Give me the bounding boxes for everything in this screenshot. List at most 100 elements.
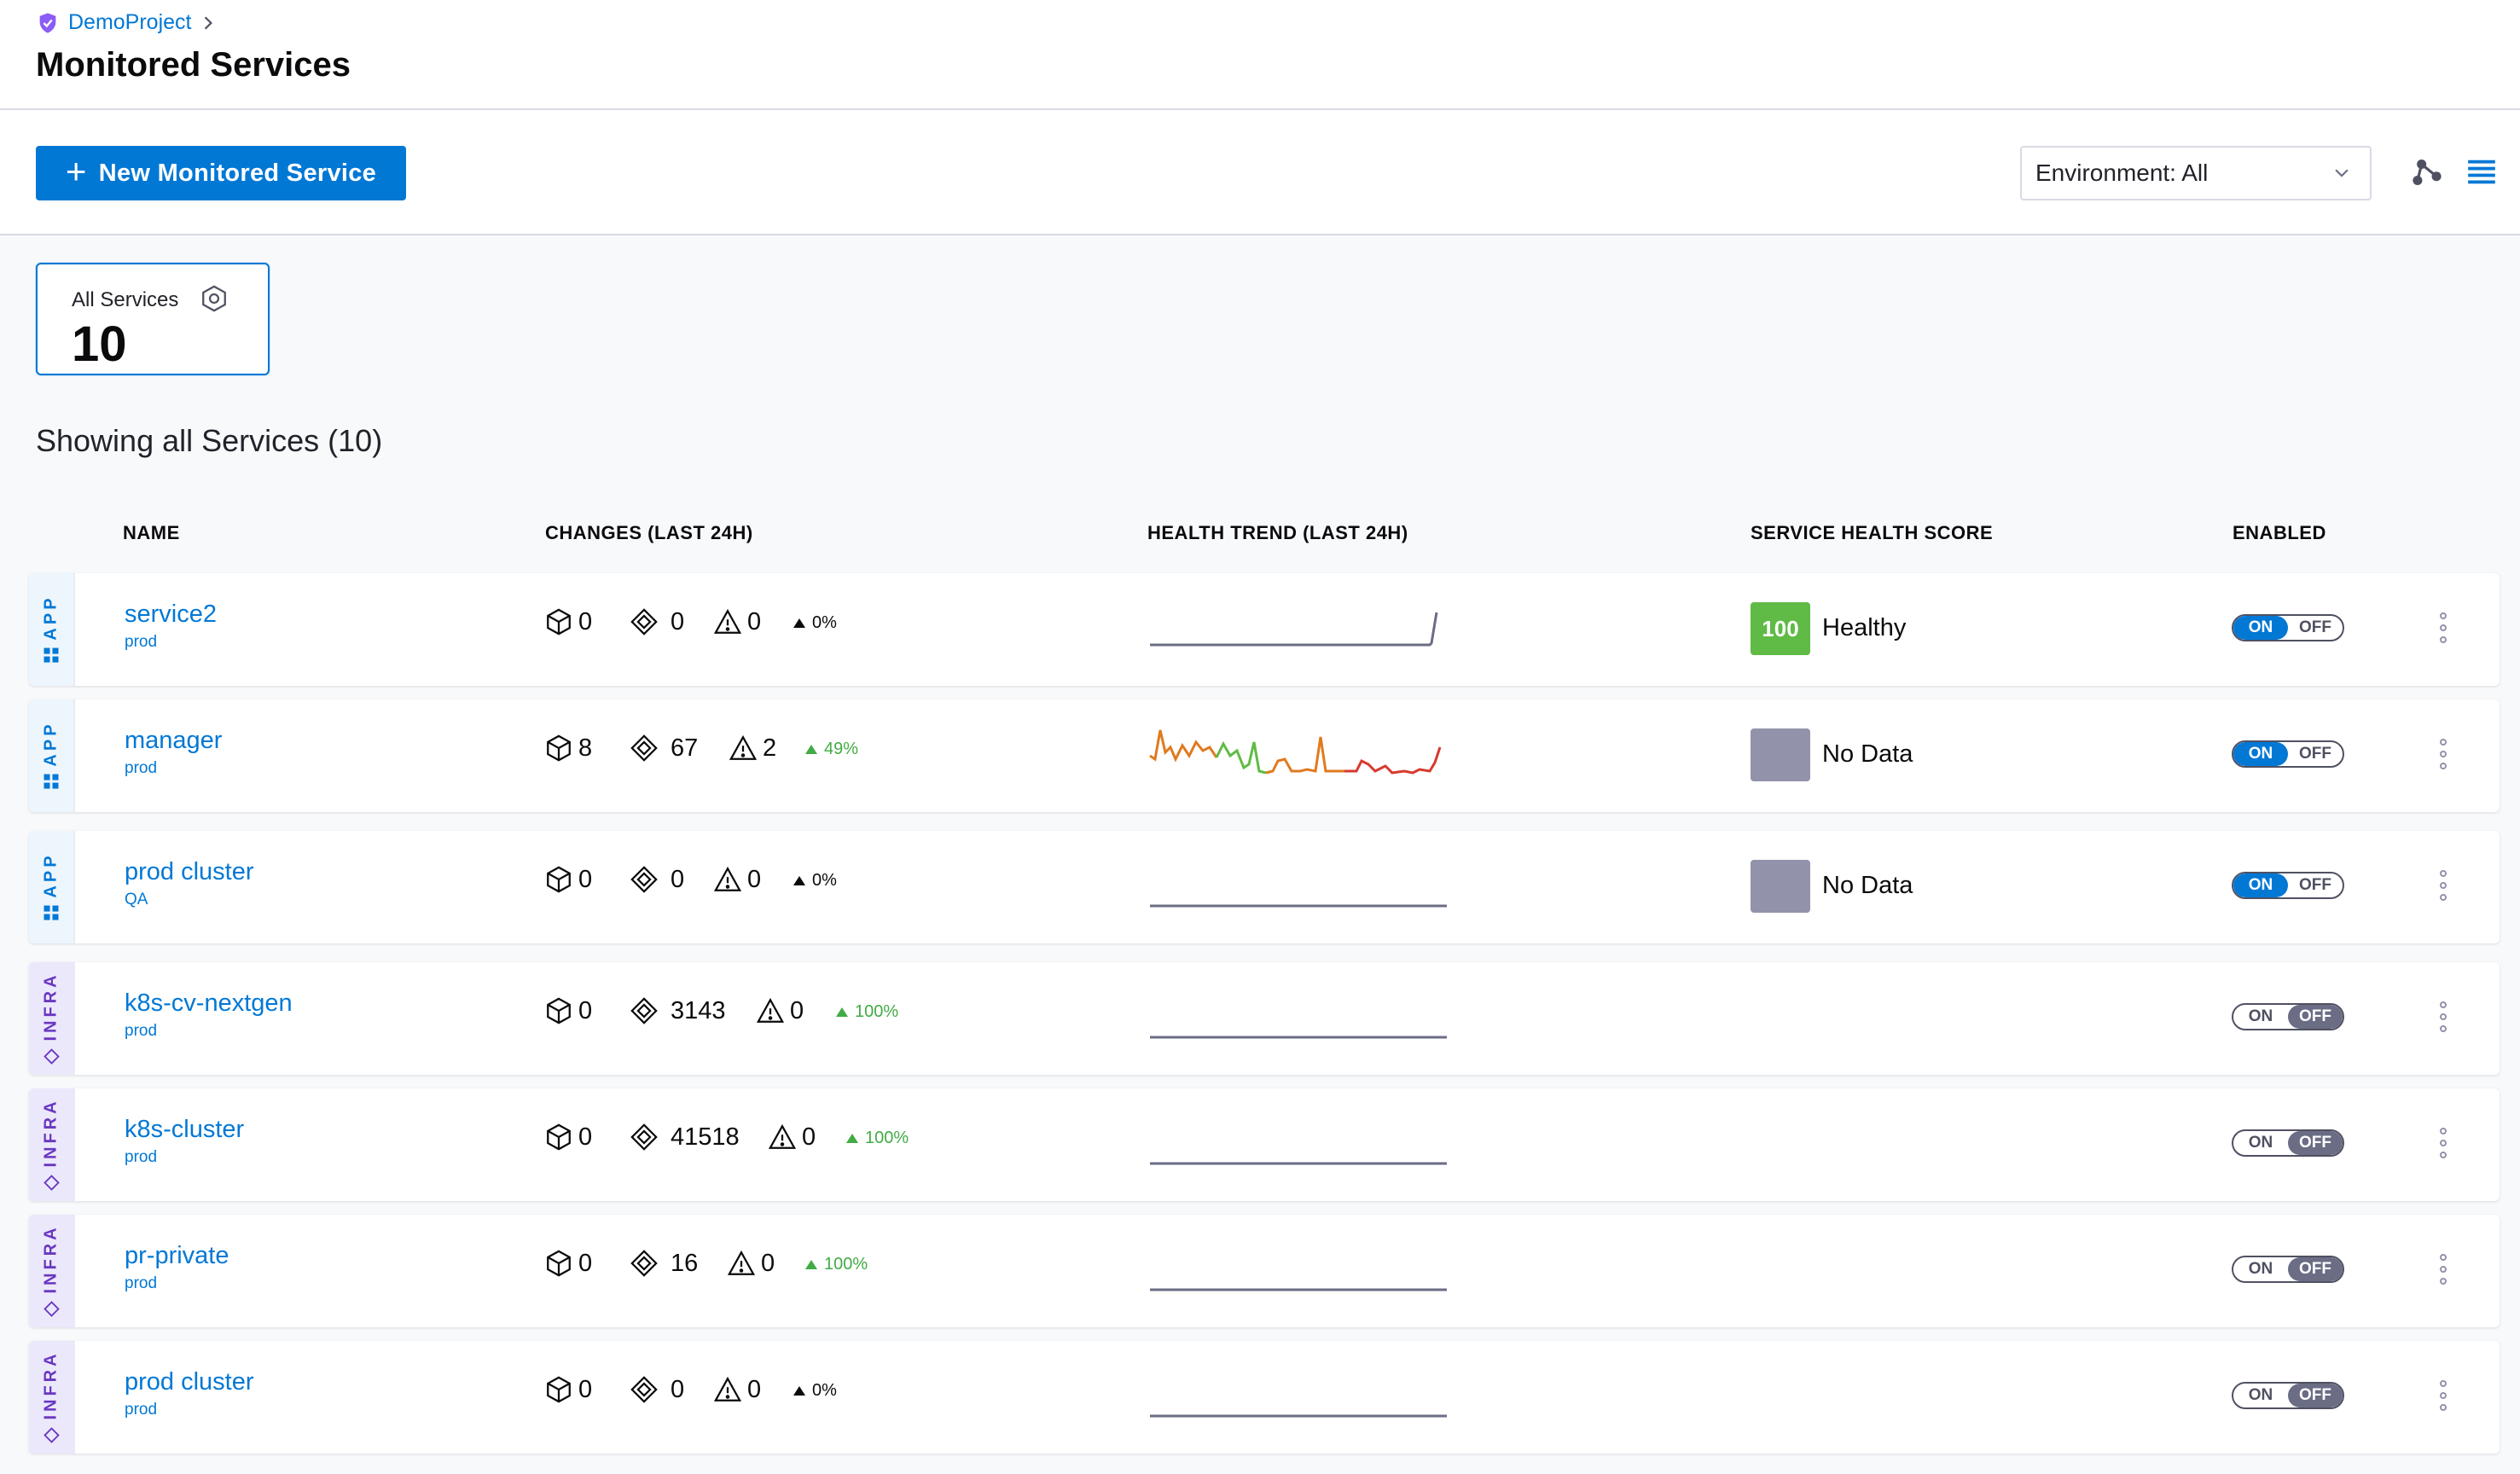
breadcrumb-project[interactable]: DemoProject xyxy=(68,10,192,34)
row-actions-menu-icon[interactable] xyxy=(2438,1380,2448,1411)
showing-services-heading: Showing all Services (10) xyxy=(36,423,383,458)
enabled-toggle[interactable]: ON OFF xyxy=(2232,740,2344,768)
incident-changes[interactable]: 0 xyxy=(713,865,761,894)
infrastructure-count: 0 xyxy=(671,607,685,635)
service-name-link[interactable]: manager xyxy=(125,727,223,754)
trend-up-icon xyxy=(836,1007,848,1017)
row-actions-menu-icon[interactable] xyxy=(2438,1001,2448,1032)
row-actions-menu-icon[interactable] xyxy=(2438,870,2448,901)
incident-changes[interactable]: 0 xyxy=(756,996,804,1025)
row-actions-menu-icon[interactable] xyxy=(2438,1254,2448,1285)
incident-count: 0 xyxy=(802,1123,816,1151)
trend-up-icon xyxy=(805,745,817,754)
all-services-card[interactable]: All Services 10 xyxy=(36,263,270,375)
incident-count: 0 xyxy=(747,607,762,635)
infrastructure-changes[interactable]: 0 xyxy=(630,607,684,636)
toggle-off-label: OFF xyxy=(2288,1005,2343,1029)
chevron-right-icon xyxy=(204,15,212,30)
column-header-health-trend[interactable]: HEALTH TREND (LAST 24H) xyxy=(1147,522,1408,543)
health-score-badge xyxy=(1751,728,1810,781)
table-row[interactable]: APP prod cluster QA 0 0 0 0% xyxy=(29,831,2500,943)
service-environment: prod xyxy=(125,1148,158,1166)
service-name-link[interactable]: service2 xyxy=(125,601,217,628)
infrastructure-count: 0 xyxy=(671,1375,685,1403)
change-percentage: 100% xyxy=(805,1255,868,1274)
health-trend-sparkline xyxy=(1150,612,1438,647)
infrastructure-changes[interactable]: 3143 xyxy=(630,996,726,1025)
service-name-link[interactable]: pr-private xyxy=(125,1242,229,1269)
enabled-toggle[interactable]: ON OFF xyxy=(2232,1129,2344,1157)
deployment-changes[interactable]: 0 xyxy=(544,1375,592,1404)
incident-count: 2 xyxy=(763,734,777,762)
health-score-badge xyxy=(1751,860,1810,913)
breadcrumb[interactable]: DemoProject xyxy=(36,10,216,35)
infrastructure-count: 16 xyxy=(671,1249,699,1277)
table-row[interactable]: INFRA k8s-cluster prod 0 41518 0 100% xyxy=(29,1088,2500,1201)
incident-changes[interactable]: 2 xyxy=(729,734,776,763)
toggle-on-label: ON xyxy=(2233,742,2288,766)
table-row[interactable]: APP service2 prod 0 0 0 0% 100 xyxy=(29,573,2500,686)
incident-changes[interactable]: 0 xyxy=(713,1375,761,1404)
column-header-name[interactable]: NAME xyxy=(123,522,180,543)
incident-changes[interactable]: 0 xyxy=(713,607,761,636)
infra-layers-icon xyxy=(43,1427,60,1443)
deployment-changes[interactable]: 0 xyxy=(544,1249,592,1278)
warning-triangle-icon xyxy=(713,865,747,894)
column-header-enabled[interactable]: ENABLED xyxy=(2233,522,2326,543)
dependency-graph-icon[interactable] xyxy=(2411,156,2443,189)
service-name-link[interactable]: prod cluster xyxy=(125,858,254,885)
service-environment: prod xyxy=(125,1022,158,1040)
enabled-toggle[interactable]: ON OFF xyxy=(2232,872,2344,899)
deployment-count: 0 xyxy=(578,996,593,1024)
health-score-badge: 100 xyxy=(1751,602,1810,655)
row-actions-menu-icon[interactable] xyxy=(2438,612,2448,643)
deployment-changes[interactable]: 0 xyxy=(544,996,592,1025)
enabled-toggle[interactable]: ON OFF xyxy=(2232,1003,2344,1030)
incident-changes[interactable]: 0 xyxy=(727,1249,775,1278)
environment-select[interactable]: Environment: All xyxy=(2020,146,2372,200)
table-row[interactable]: APP manager prod 8 67 2 49% xyxy=(29,699,2500,812)
enabled-toggle[interactable]: ON OFF xyxy=(2232,614,2344,641)
infrastructure-changes[interactable]: 0 xyxy=(630,865,684,894)
infrastructure-changes[interactable]: 0 xyxy=(630,1375,684,1404)
infrastructure-layers-icon xyxy=(630,607,664,636)
list-view-icon[interactable] xyxy=(2465,156,2498,189)
deployment-changes[interactable]: 0 xyxy=(544,865,592,894)
deployment-count: 0 xyxy=(578,607,593,635)
column-header-health-score[interactable]: SERVICE HEALTH SCORE xyxy=(1751,522,1994,543)
service-name-link[interactable]: k8s-cv-nextgen xyxy=(125,989,293,1017)
infrastructure-changes[interactable]: 41518 xyxy=(630,1123,740,1152)
deployment-box-icon xyxy=(544,607,578,636)
enabled-toggle[interactable]: ON OFF xyxy=(2232,1256,2344,1283)
deployment-count: 0 xyxy=(578,1249,593,1277)
enabled-toggle[interactable]: ON OFF xyxy=(2232,1382,2344,1409)
service-type-label: INFRA xyxy=(41,1350,61,1420)
service-environment: QA xyxy=(125,891,148,908)
row-actions-menu-icon[interactable] xyxy=(2438,1128,2448,1158)
service-type-label: INFRA xyxy=(41,1224,61,1294)
deployment-box-icon xyxy=(544,1375,578,1404)
infrastructure-changes[interactable]: 16 xyxy=(630,1249,698,1278)
toggle-on-label: ON xyxy=(2248,1386,2273,1404)
health-trend-sparkline xyxy=(1150,1036,1447,1039)
infrastructure-changes[interactable]: 67 xyxy=(630,734,698,763)
service-name-link[interactable]: prod cluster xyxy=(125,1368,254,1396)
deployment-changes[interactable]: 0 xyxy=(544,1123,592,1152)
incident-changes[interactable]: 0 xyxy=(768,1123,816,1152)
toggle-off-label: OFF xyxy=(2288,1384,2343,1407)
table-row[interactable]: INFRA prod cluster prod 0 0 0 0% xyxy=(29,1341,2500,1454)
incident-count: 0 xyxy=(747,865,762,893)
service-name-link[interactable]: k8s-cluster xyxy=(125,1116,245,1143)
all-services-label: All Services xyxy=(72,288,179,311)
warning-triangle-icon xyxy=(713,607,747,636)
deployment-box-icon xyxy=(544,1249,578,1278)
column-header-changes[interactable]: CHANGES (LAST 24H) xyxy=(545,522,753,543)
row-actions-menu-icon[interactable] xyxy=(2438,739,2448,769)
table-row[interactable]: INFRA k8s-cv-nextgen prod 0 3143 0 100% xyxy=(29,962,2500,1075)
deployment-changes[interactable]: 0 xyxy=(544,607,592,636)
deployment-changes[interactable]: 8 xyxy=(544,734,592,763)
plus-icon: + xyxy=(65,151,87,191)
service-type-label: APP xyxy=(41,721,61,767)
new-monitored-service-button[interactable]: + New Monitored Service xyxy=(36,146,406,200)
table-row[interactable]: INFRA pr-private prod 0 16 0 100% xyxy=(29,1215,2500,1327)
